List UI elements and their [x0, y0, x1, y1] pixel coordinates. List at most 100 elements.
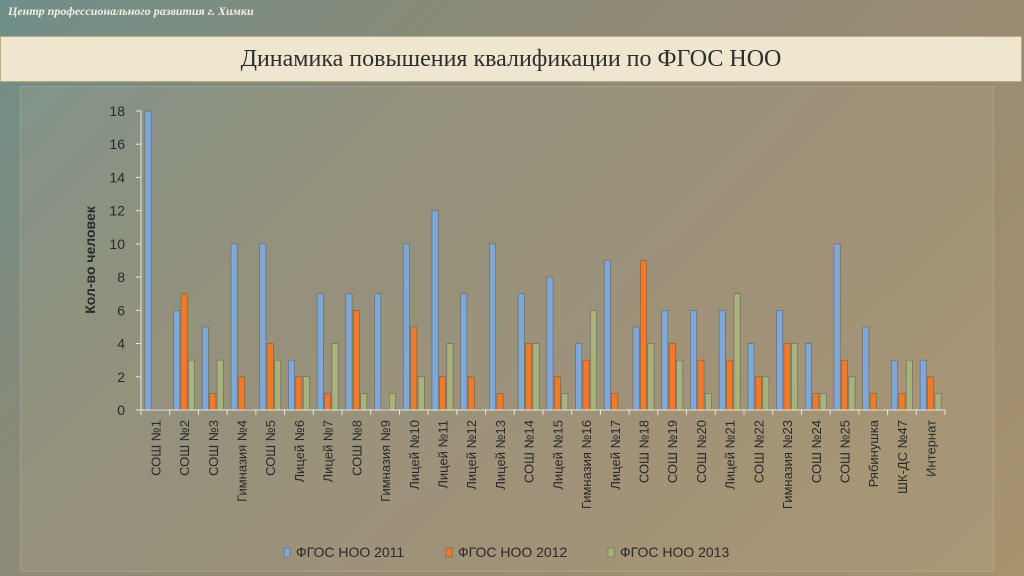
- x-tick-label: Лицей №13: [493, 420, 508, 490]
- y-tick-label: 2: [117, 369, 125, 385]
- x-tick-label: Лицей №11: [436, 420, 451, 489]
- x-tick-label: Лицей №6: [292, 420, 307, 482]
- bar-2-14: [525, 343, 533, 411]
- x-tick-label: Гимназия №16: [579, 420, 594, 509]
- bar-2-27: [898, 393, 906, 411]
- bar-1-24: [804, 343, 812, 411]
- y-tick-label: 14: [109, 169, 125, 185]
- bar-3-8: [360, 393, 368, 411]
- x-tick-label: СОШ №22: [751, 420, 766, 483]
- y-tick-label: 0: [117, 402, 125, 418]
- bar-3-18: [647, 343, 655, 411]
- bar-3-21: [733, 293, 741, 411]
- org-header: Центр профессионального развития г. Химк…: [8, 4, 254, 18]
- bar-3-15: [561, 393, 569, 411]
- legend-swatch-2: [445, 547, 453, 558]
- labels-layer: 0 2 4 6 8 10 12 14 16 18 СОШ №1 СОШ №2 СОШ №3 Гимнази…: [82, 103, 939, 509]
- bar-3-22: [762, 376, 770, 411]
- bar-1-10: [402, 243, 410, 411]
- x-tick-label: Гимназия №4: [235, 420, 250, 502]
- bar-2-13: [496, 393, 504, 411]
- bar-2-26: [869, 393, 877, 411]
- bar-2-7: [324, 393, 332, 411]
- bar-1-16: [575, 343, 583, 411]
- bar-2-5: [266, 343, 274, 411]
- bars-layer: [144, 110, 942, 411]
- bar-3-25: [848, 376, 856, 411]
- bar-1-19: [661, 310, 669, 411]
- bar-3-9: [389, 393, 396, 411]
- y-tick-label: 16: [109, 136, 125, 152]
- bar-3-2: [188, 359, 195, 411]
- bar-2-19: [668, 343, 676, 411]
- bar-3-27: [905, 359, 913, 411]
- bar-1-27: [891, 359, 898, 411]
- x-tick-label: Лицей №7: [321, 420, 336, 482]
- bar-3-11: [446, 343, 454, 411]
- legend-label-2: ФГОС НОО 2012: [458, 544, 567, 560]
- x-tick-label: СОШ №24: [809, 420, 824, 483]
- bar-1-13: [489, 243, 496, 411]
- bar-1-22: [747, 343, 755, 411]
- x-tick-label: СОШ №8: [349, 420, 364, 476]
- x-tick-label: СОШ №14: [522, 420, 537, 483]
- title-band: Динамика повышения квалификации по ФГОС …: [0, 36, 1022, 82]
- x-tick-label: Лицей №15: [550, 420, 565, 490]
- bar-1-15: [546, 276, 554, 411]
- bar-2-12: [467, 376, 475, 411]
- bar-2-16: [582, 359, 590, 411]
- bar-2-8: [352, 310, 360, 411]
- x-tick-label: Лицей №10: [407, 420, 422, 490]
- bar-1-17: [603, 260, 611, 411]
- bar-1-14: [517, 293, 525, 411]
- x-tick-label: СОШ №5: [263, 420, 278, 476]
- bar-3-23: [791, 343, 798, 411]
- bar-2-10: [410, 326, 418, 411]
- bar-3-28: [934, 393, 942, 411]
- bar-3-19: [676, 359, 684, 411]
- y-tick-label: 10: [109, 236, 125, 252]
- bar-3-3: [216, 359, 224, 411]
- bar-2-15: [553, 376, 561, 411]
- bar-2-21: [726, 359, 734, 411]
- bar-1-3: [201, 326, 209, 411]
- y-tick-label: 12: [109, 203, 125, 219]
- x-tick-label: СОШ №2: [177, 420, 192, 476]
- bar-2-24: [812, 393, 820, 411]
- x-tick-label: Рябинушка: [866, 419, 881, 487]
- y-tick-label: 4: [117, 336, 125, 352]
- bar-2-28: [927, 376, 935, 411]
- legend-swatch-3: [607, 547, 615, 558]
- bar-3-5: [274, 359, 282, 411]
- bar-3-24: [819, 393, 827, 411]
- bar-3-16: [590, 310, 597, 411]
- x-tick-label: ШК-ДС №47: [895, 420, 910, 494]
- y-tick-label: 6: [117, 302, 125, 318]
- legend-label-3: ФГОС НОО 2013: [620, 544, 729, 560]
- bar-2-20: [697, 359, 705, 411]
- bar-2-23: [783, 343, 791, 411]
- bar-1-8: [345, 293, 353, 411]
- x-tick-label: СОШ №25: [838, 420, 853, 483]
- bar-1-21: [718, 310, 726, 411]
- bar-2-3: [209, 393, 217, 411]
- x-tick-label: СОШ №19: [665, 420, 680, 483]
- x-tick-label: СОШ №18: [637, 420, 652, 483]
- bar-1-20: [690, 310, 697, 411]
- bar-2-18: [640, 260, 647, 411]
- bar-1-28: [919, 359, 927, 411]
- bar-3-6: [302, 376, 310, 411]
- bar-2-17: [611, 393, 619, 411]
- bar-1-23: [776, 310, 784, 411]
- x-tick-label: Лицей №12: [464, 420, 479, 490]
- x-tick-label: Интернат: [924, 420, 939, 477]
- bar-1-4: [230, 243, 238, 411]
- bar-1-12: [460, 293, 468, 411]
- bar-3-7: [331, 343, 339, 411]
- legend-label-1: ФГОС НОО 2011: [296, 544, 404, 560]
- bar-3-14: [532, 343, 540, 411]
- y-tick-label: 8: [117, 269, 125, 285]
- axes-layer: [136, 110, 946, 415]
- legend: ФГОС НОО 2011 ФГОС НОО 2012 ФГОС НОО 2013: [283, 544, 729, 560]
- x-tick-label: СОШ №3: [206, 420, 221, 476]
